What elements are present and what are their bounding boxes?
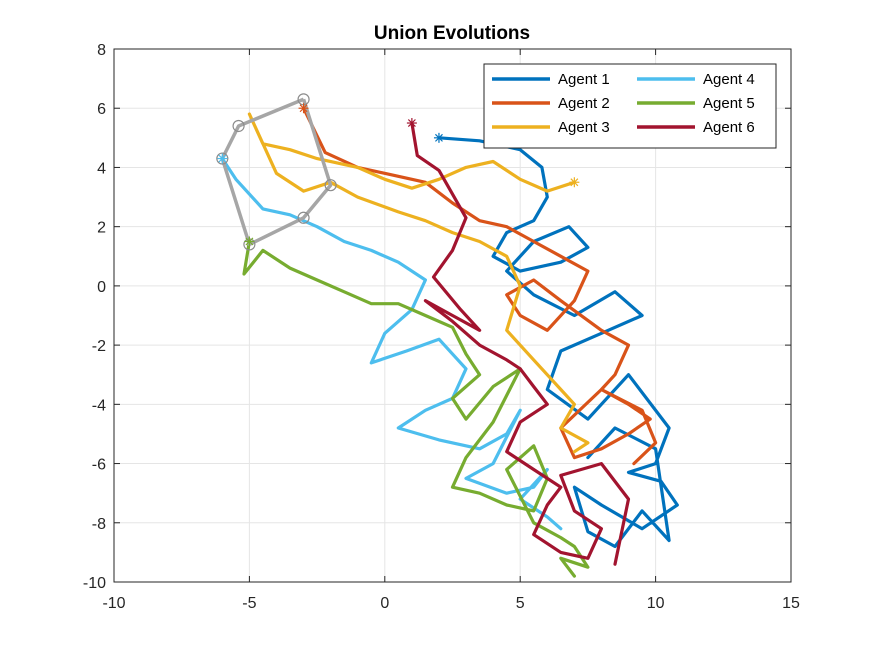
legend-label: Agent 3 <box>558 119 610 136</box>
y-tick-label: 4 <box>97 160 106 177</box>
legend-label: Agent 5 <box>703 95 755 112</box>
x-tick-label: 0 <box>380 595 389 612</box>
x-tick-label: -5 <box>242 595 256 612</box>
series-line-agent-4 <box>220 157 563 531</box>
start-marker-agent-1 <box>433 132 444 143</box>
y-tick-label: -10 <box>83 575 106 592</box>
series-line-agent-6 <box>410 121 631 566</box>
union-polygon-vertex <box>216 152 229 165</box>
start-markers <box>217 103 580 247</box>
start-marker-agent-2 <box>298 103 309 114</box>
legend-entry-agent-2: Agent 2 <box>492 95 610 112</box>
y-tick-label: 2 <box>97 220 106 237</box>
series-line-agent-1 <box>437 136 679 549</box>
y-tick-label: 6 <box>97 101 106 118</box>
x-tick-label: 15 <box>782 595 800 612</box>
start-marker-agent-5 <box>244 236 255 247</box>
union-polygon-vertex <box>297 211 310 224</box>
legend-entry-agent-6: Agent 6 <box>637 119 755 136</box>
legend-label: Agent 1 <box>558 71 610 88</box>
union-polygon-vertex <box>232 119 245 133</box>
series-layer <box>220 106 679 578</box>
x-tick-labels: -10 -5 0 5 10 15 <box>102 595 800 612</box>
legend-entry-agent-3: Agent 3 <box>492 119 610 136</box>
legend-entry-agent-5: Agent 5 <box>637 95 755 112</box>
start-marker-agent-4 <box>217 153 228 164</box>
axes-box <box>113 48 792 583</box>
legend: Agent 1 Agent 2 Agent 3 Agent 4 Agent 5 Agent… <box>483 63 777 149</box>
union-polygon-vertex <box>324 179 337 192</box>
y-tick-labels: -10 -8 -6 -4 -2 0 2 4 6 8 <box>83 42 106 592</box>
chart-title: Union Evolutions <box>374 23 530 44</box>
y-tick-label: 0 <box>97 279 106 296</box>
x-tick-label: 5 <box>516 595 525 612</box>
legend-entry-agent-4: Agent 4 <box>637 71 755 88</box>
start-marker-agent-6 <box>406 118 417 129</box>
x-tick-label: -10 <box>102 595 125 612</box>
series-line-agent-2 <box>302 106 658 466</box>
y-tick-label: -2 <box>92 338 106 355</box>
legend-entry-agent-1: Agent 1 <box>492 71 610 88</box>
y-tick-label: 8 <box>97 42 106 59</box>
y-tick-label: -6 <box>92 457 106 474</box>
legend-label: Agent 2 <box>558 95 610 112</box>
x-tick-label: 10 <box>647 595 665 612</box>
legend-label: Agent 6 <box>703 119 755 136</box>
start-marker-agent-3 <box>569 177 580 188</box>
axis-ticks <box>113 48 792 583</box>
legend-label: Agent 4 <box>703 71 755 88</box>
y-tick-label: -4 <box>92 397 106 414</box>
y-tick-label: -8 <box>92 516 106 533</box>
